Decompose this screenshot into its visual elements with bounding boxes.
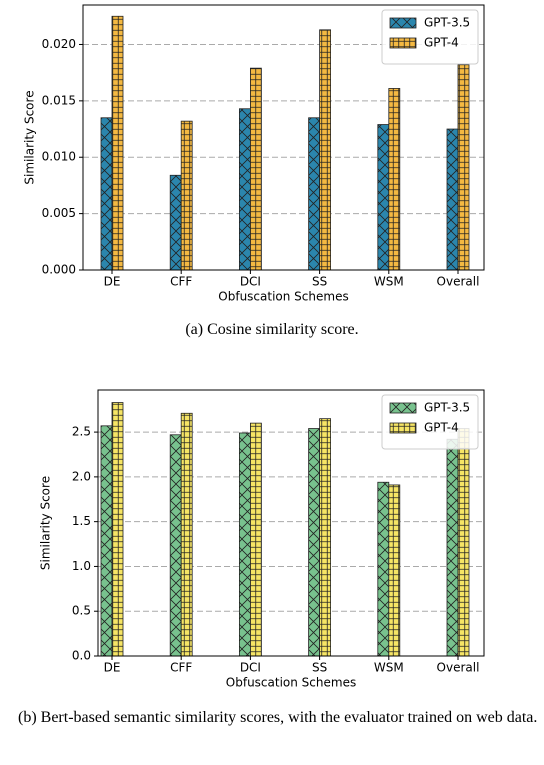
bar-hatch — [377, 481, 390, 657]
legend-swatch-hatch — [389, 422, 417, 434]
legend-swatch-hatch — [389, 17, 417, 29]
charts: 0.000 0.005 0.010 0.015 0.020 DE CFF DCI SS WSM Ov… — [23, 4, 485, 690]
bar-hatch — [111, 402, 124, 657]
bar-hatch — [446, 438, 459, 657]
x-tick-label: WSM — [374, 661, 404, 675]
bar — [377, 124, 390, 271]
x-tick-label: DCI — [240, 275, 261, 289]
y-tick-label: 0.0 — [72, 649, 91, 663]
bar-hatch — [180, 120, 193, 271]
y-tick-label: 0.010 — [42, 150, 76, 164]
bar-hatch — [388, 88, 401, 271]
y-tick-label: 0.015 — [42, 93, 76, 107]
x-axis-label: Obfuscation Schemes — [226, 676, 356, 690]
bar-hatch — [457, 428, 470, 657]
bar-hatch — [308, 117, 321, 271]
bar-hatch — [388, 484, 401, 657]
y-axis-label: Similarity Score — [23, 90, 37, 184]
bar — [446, 438, 459, 657]
legend-label: GPT-4 — [424, 421, 459, 435]
bar — [388, 88, 401, 271]
x-tick-label: Overall — [437, 661, 480, 675]
bar-hatch — [319, 29, 332, 271]
legend-label: GPT-3.5 — [424, 16, 470, 30]
bar — [169, 434, 182, 657]
bar — [169, 174, 182, 271]
bar-hatch — [249, 422, 262, 657]
y-tick-label: 0.005 — [42, 206, 76, 220]
bar — [377, 481, 390, 657]
bar — [111, 15, 124, 271]
y-tick-label: 1.0 — [72, 559, 91, 573]
x-tick-label: CFF — [170, 661, 192, 675]
bar — [111, 402, 124, 657]
x-tick-label: SS — [312, 661, 327, 675]
bar — [238, 108, 251, 271]
y-tick-label: 0.5 — [72, 604, 91, 618]
bar — [446, 128, 459, 271]
bar — [100, 425, 113, 657]
x-tick-label: Overall — [437, 275, 480, 289]
x-tick-label: DE — [104, 275, 121, 289]
bar — [319, 418, 332, 657]
bar — [308, 428, 321, 657]
legend-swatch-hatch — [389, 37, 417, 49]
bar — [238, 432, 251, 657]
bar — [249, 67, 262, 271]
bar — [249, 422, 262, 657]
bar-hatch — [100, 425, 113, 657]
legend-label: GPT-4 — [424, 36, 459, 50]
bar-hatch — [169, 174, 182, 271]
caption-b: (b) Bert-based semantic similarity score… — [18, 709, 538, 726]
plot-frame — [82, 4, 485, 271]
y-tick-label: 2.5 — [72, 425, 91, 439]
y-tick-label: 2.0 — [72, 469, 91, 483]
y-tick-label: 0.020 — [42, 37, 76, 51]
bar — [180, 120, 193, 271]
legend-label: GPT-3.5 — [424, 401, 470, 415]
y-tick-label: 0.000 — [42, 263, 76, 277]
bar-hatch — [446, 128, 459, 271]
y-axis-label: Similarity Score — [39, 476, 53, 570]
bar-hatch — [249, 67, 262, 271]
bar-hatch — [377, 124, 390, 271]
x-axis-label: Obfuscation Schemes — [218, 290, 348, 304]
bar — [319, 29, 332, 271]
x-tick-label: WSM — [374, 275, 404, 289]
bar-hatch — [169, 434, 182, 657]
bar — [388, 484, 401, 657]
caption-a: (a) Cosine similarity score. — [185, 321, 359, 338]
bar — [308, 117, 321, 271]
x-tick-label: DE — [104, 661, 121, 675]
x-tick-label: SS — [312, 275, 327, 289]
bar-hatch — [180, 412, 193, 657]
plot-frame — [97, 389, 485, 657]
bar-hatch — [238, 432, 251, 657]
bar-hatch — [319, 418, 332, 657]
bar-hatch — [111, 15, 124, 271]
bar-hatch — [457, 64, 470, 271]
y-tick-label: 1.5 — [72, 514, 91, 528]
bar-hatch — [100, 117, 113, 271]
bar — [180, 412, 193, 657]
legend-swatch-hatch — [389, 402, 417, 414]
x-tick-label: DCI — [240, 661, 261, 675]
bar — [457, 428, 470, 657]
bar-hatch — [308, 428, 321, 657]
bar — [457, 64, 470, 271]
x-tick-label: CFF — [170, 275, 192, 289]
bar-hatch — [238, 108, 251, 271]
bar — [100, 117, 113, 271]
